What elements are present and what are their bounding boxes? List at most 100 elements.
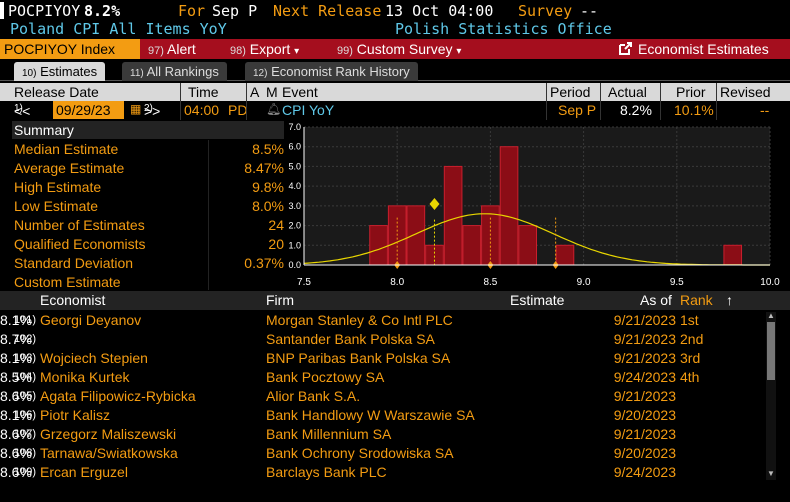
table-scrollbar[interactable] — [766, 312, 776, 480]
firm-name: Bank Handlowy W Warszawie SA — [266, 407, 475, 423]
economist-estimates-button[interactable]: Economist Estimates — [618, 39, 769, 59]
row-number: 101) — [14, 314, 37, 326]
y-tick-label: 2.0 — [288, 221, 301, 231]
col-event[interactable]: Event — [282, 84, 318, 100]
col-economist[interactable]: Economist — [40, 292, 106, 308]
last-value: 8.2% — [84, 2, 121, 20]
summary-title: Summary — [12, 121, 284, 139]
table-row[interactable]: 104) Monika Kurtek Bank Pocztowy SA 8.5% 9/2… — [0, 368, 776, 387]
asof-date: 9/24/2023 — [613, 464, 676, 480]
row-number: 105) — [14, 390, 37, 402]
asof-date: 9/21/2023 — [613, 331, 676, 347]
tab-economist-rank-history[interactable]: 12) Economist Rank History — [245, 62, 418, 81]
summary-row: High Estimate 9.8% — [14, 179, 284, 195]
table-row[interactable]: 103) Wojciech Stepien BNP Paribas Bank Pol… — [0, 349, 776, 368]
asof-date: 9/24/2023 — [613, 369, 676, 385]
economist-name: Georgi Deyanov — [40, 312, 142, 328]
calendar-icon[interactable]: ▦ — [130, 102, 142, 116]
bell-icon[interactable]: 🔔︎ — [266, 102, 282, 116]
col-period[interactable]: Period — [550, 84, 591, 100]
tab-estimates[interactable]: 10) Estimates — [14, 62, 106, 81]
sort-ascending-icon[interactable]: ↑ — [726, 292, 733, 308]
tab-all-rankings[interactable]: 11) All Rankings — [122, 62, 227, 81]
custom-survey-button[interactable]: 99) Custom Survey ▾ — [337, 41, 462, 57]
alert-button[interactable]: 97) Alert — [148, 41, 196, 57]
histogram-bar — [499, 146, 519, 266]
asof-date: 9/21/2023 — [613, 388, 676, 404]
event-name[interactable]: CPI YoY — [282, 102, 335, 118]
col-firm[interactable]: Firm — [266, 292, 294, 308]
divider — [660, 83, 661, 120]
security-header: POCPIYOY 8.2% For Sep P Next Release 13 … — [0, 0, 790, 21]
table-row[interactable]: 101) Georgi Deyanov Morgan Stanley & Co In… — [0, 311, 776, 330]
col-actual[interactable]: Actual — [608, 84, 647, 100]
scrollbar-thumb[interactable] — [767, 322, 775, 380]
x-tick-label: 9.0 — [577, 277, 591, 288]
estimate-value: 8.6% — [0, 464, 32, 480]
economist-name: Ercan Erguzel — [40, 464, 128, 480]
table-row[interactable]: 107) Grzegorz Maliszewski Bank Millennium … — [0, 425, 776, 444]
firm-name: Morgan Stanley & Co Intl PLC — [266, 312, 453, 328]
export-button[interactable]: 98) Export ▾ — [230, 41, 300, 57]
for-label: For — [178, 2, 206, 20]
release-period: Sep P — [558, 102, 597, 118]
asof-date: 9/21/2023 — [613, 350, 676, 366]
histogram-bar — [555, 244, 575, 266]
histogram-bar — [723, 244, 743, 266]
toolbar: POCPIYOY Index 97) Alert 98) Export ▾ 99… — [0, 39, 790, 59]
economist-name: Agata Filipowicz-Rybicka — [40, 388, 196, 404]
divider — [716, 83, 717, 120]
rank-value: 4th — [680, 369, 700, 385]
release-pd: PD — [228, 102, 248, 118]
release-column-header: Release Date Time A M Event Period Actua… — [0, 83, 790, 101]
release-date-input[interactable]: 09/29/23 — [53, 101, 124, 119]
divider — [246, 83, 247, 120]
release-actual: 8.2% — [620, 102, 652, 118]
firm-name: Bank Millennium SA — [266, 426, 392, 442]
table-row[interactable]: 108) Tarnawa/Swiatkowska Bank Ochrony Srod… — [0, 444, 776, 463]
row-number: 107) — [14, 428, 37, 440]
summary-row: Average Estimate 8.47% — [14, 160, 284, 176]
summary-row-custom[interactable]: Custom Estimate — [14, 274, 121, 290]
scroll-up-icon[interactable]: ▲ — [767, 311, 775, 320]
asof-date: 9/20/2023 — [613, 445, 676, 461]
table-row[interactable]: 106) Piotr Kalisz Bank Handlowy W Warszawi… — [0, 406, 776, 425]
x-tick-label: 8.5 — [483, 277, 497, 288]
col-revised[interactable]: Revised — [720, 84, 771, 100]
summary-panel: Summary Median Estimate 8.5% Average Esti… — [12, 121, 284, 290]
release-row: 1) << ▦ 2) >> 04:00 PD 🔔︎ CPI YoY Sep P 8.… — [0, 101, 790, 120]
actual-diamond-marker — [429, 197, 440, 210]
scroll-down-icon[interactable]: ▼ — [767, 469, 775, 478]
for-value: Sep P — [212, 2, 258, 20]
normal-curve — [303, 213, 770, 266]
col-prior[interactable]: Prior — [676, 84, 706, 100]
firm-name: Santander Bank Polska SA — [266, 331, 435, 347]
col-estimate[interactable]: Estimate — [510, 292, 565, 308]
table-row[interactable]: 109) Ercan Erguzel Barclays Bank PLC 8.6% 9/… — [0, 463, 776, 482]
estimate-value: 8.6% — [0, 426, 32, 442]
col-time[interactable]: Time — [188, 84, 219, 100]
estimate-value: 8.5% — [0, 369, 32, 385]
survey-label: Survey — [518, 2, 573, 20]
col-asof[interactable]: As of — [640, 292, 672, 308]
firm-name: Alior Bank S.A. — [266, 388, 361, 404]
rank-value: 1st — [680, 312, 699, 328]
ticker-index-button[interactable]: POCPIYOY Index — [0, 39, 140, 59]
estimate-value: 8.6% — [0, 388, 32, 404]
table-row[interactable]: 102) Santander Bank Polska SA 8.7% 9/21/202… — [0, 330, 776, 349]
ticker: POCPIYOY — [8, 2, 81, 20]
col-m[interactable]: M — [266, 84, 278, 100]
col-release-date[interactable]: Release Date — [14, 84, 99, 100]
col-a[interactable]: A — [250, 84, 260, 100]
estimate-distribution-chart: 0.0 1.0 2.0 3.0 4.0 5.0 6.0 7.0 7.5 8.0 8.5 9.0 9.5 1… — [286, 121, 790, 289]
row-number: 106) — [14, 409, 37, 421]
table-row[interactable]: 105) Agata Filipowicz-Rybicka Alior Bank S… — [0, 387, 776, 406]
estimate-value: 8.6% — [0, 445, 32, 461]
firm-name: BNP Paribas Bank Polska SA — [266, 350, 451, 366]
release-revised: -- — [760, 102, 770, 118]
text-cursor — [0, 2, 4, 19]
summary-row: Low Estimate 8.0% — [14, 198, 284, 214]
col-rank[interactable]: Rank — [680, 292, 713, 308]
rank-value: 3rd — [680, 350, 701, 366]
y-tick-label: 5.0 — [288, 161, 301, 171]
